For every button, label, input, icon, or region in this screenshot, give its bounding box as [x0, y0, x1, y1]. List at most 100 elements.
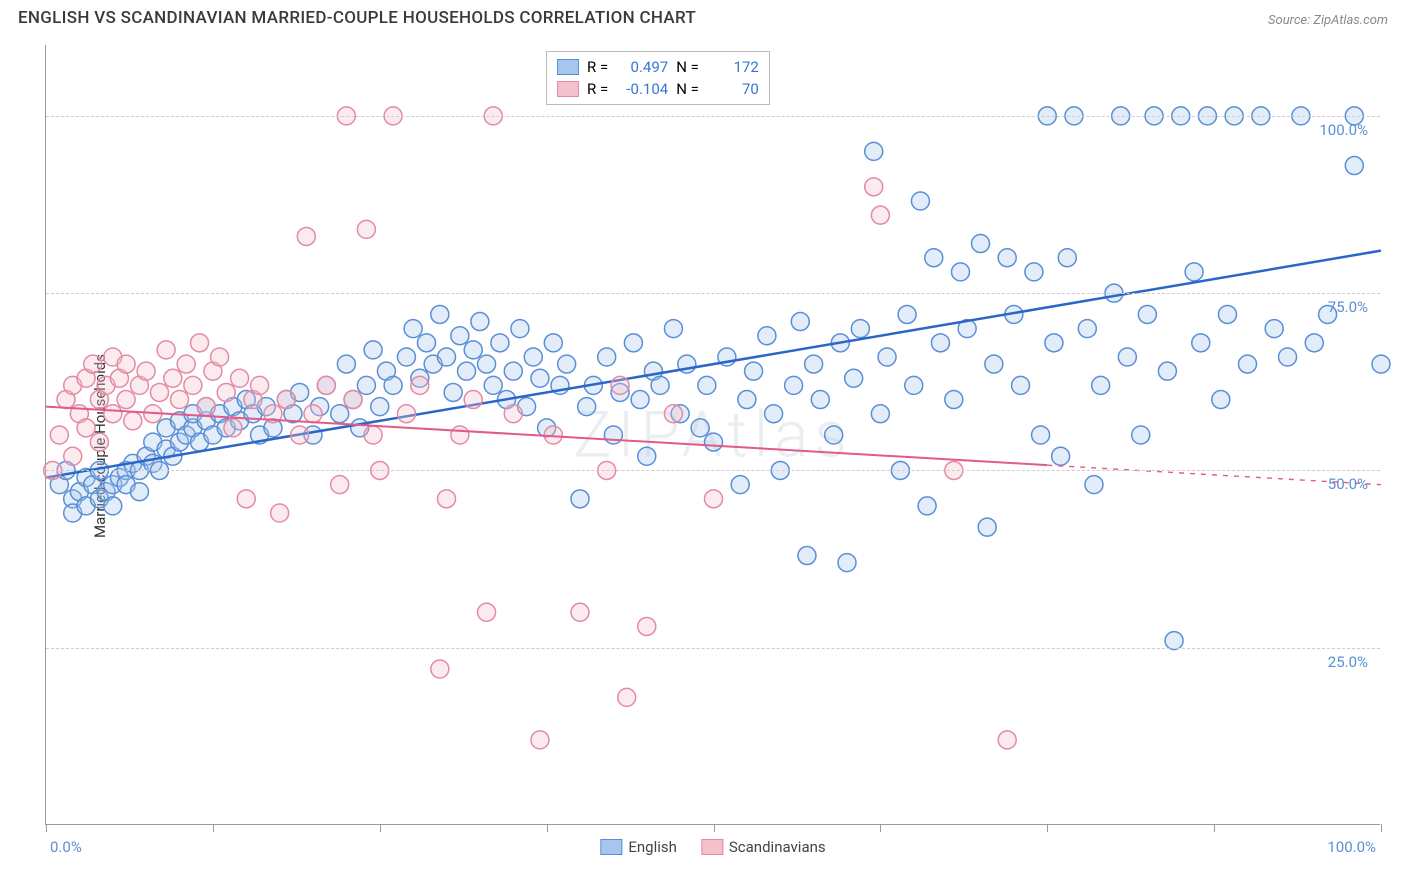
data-point: [224, 419, 242, 437]
data-point: [77, 419, 95, 437]
data-point: [397, 405, 415, 423]
swatch-english: [557, 59, 579, 75]
legend-bottom-english: English: [600, 838, 677, 856]
data-point: [337, 355, 355, 373]
data-point: [1025, 263, 1043, 281]
data-point: [638, 447, 656, 465]
x-tick: [547, 824, 548, 832]
data-point: [130, 483, 148, 501]
gridline-h: [46, 116, 1380, 117]
plot-svg: [46, 45, 1380, 824]
data-point: [504, 405, 522, 423]
data-point: [1185, 263, 1203, 281]
data-point: [1305, 334, 1323, 352]
data-point: [117, 355, 135, 373]
r-value-english: 0.497: [616, 58, 668, 76]
y-tick-label: 75.0%: [1328, 298, 1368, 316]
y-tick-label: 100.0%: [1319, 121, 1368, 139]
data-point: [124, 412, 142, 430]
x-tick: [714, 824, 715, 832]
data-point: [531, 369, 549, 387]
data-point: [184, 376, 202, 394]
data-point: [972, 235, 990, 253]
x-tick: [1214, 824, 1215, 832]
data-point: [484, 376, 502, 394]
data-point: [504, 362, 522, 380]
data-point: [918, 497, 936, 515]
data-point: [738, 391, 756, 409]
data-point: [317, 376, 335, 394]
data-point: [664, 320, 682, 338]
data-point: [951, 263, 969, 281]
data-point: [217, 383, 235, 401]
data-point: [604, 426, 622, 444]
n-value-scandinavians: 70: [707, 80, 759, 98]
data-point: [431, 660, 449, 678]
data-point: [611, 376, 629, 394]
data-point: [458, 362, 476, 380]
data-point: [1218, 305, 1236, 323]
r-value-scandinavians: -0.104: [616, 80, 668, 98]
legend-top-row-scandinavians: R = -0.104 N = 70: [557, 78, 759, 100]
data-point: [137, 362, 155, 380]
legend-bottom: English Scandinavians: [600, 838, 825, 856]
data-point: [878, 348, 896, 366]
r-label: R =: [587, 58, 608, 76]
data-point: [558, 355, 576, 373]
data-point: [511, 320, 529, 338]
data-point: [1279, 348, 1297, 366]
data-point: [624, 334, 642, 352]
data-point: [471, 313, 489, 331]
data-point: [871, 206, 889, 224]
header: ENGLISH VS SCANDINAVIAN MARRIED-COUPLE H…: [0, 0, 1406, 32]
data-point: [805, 355, 823, 373]
data-point: [271, 504, 289, 522]
x-axis-min-label: 0.0%: [50, 838, 82, 856]
data-point: [1058, 249, 1076, 267]
n-label: N =: [676, 58, 699, 76]
data-point: [705, 490, 723, 508]
data-point: [1078, 320, 1096, 338]
data-point: [304, 405, 322, 423]
data-point: [905, 376, 923, 394]
data-point: [177, 355, 195, 373]
data-point: [651, 376, 669, 394]
legend-label-scandinavians: Scandinavians: [729, 838, 826, 856]
data-point: [231, 369, 249, 387]
data-point: [331, 476, 349, 494]
data-point: [838, 554, 856, 572]
data-point: [297, 227, 315, 245]
data-point: [364, 426, 382, 444]
data-point: [411, 376, 429, 394]
x-tick: [213, 824, 214, 832]
x-tick: [380, 824, 381, 832]
data-point: [1092, 376, 1110, 394]
data-point: [451, 327, 469, 345]
data-point: [571, 603, 589, 621]
data-point: [978, 518, 996, 536]
data-point: [811, 391, 829, 409]
data-point: [931, 334, 949, 352]
data-point: [1052, 447, 1070, 465]
data-point: [1345, 157, 1363, 175]
data-point: [544, 334, 562, 352]
gridline-h: [46, 470, 1380, 471]
data-point: [211, 348, 229, 366]
x-axis-max-label: 100.0%: [1327, 838, 1376, 856]
r-label: R =: [587, 80, 608, 98]
data-point: [104, 405, 122, 423]
chart-area: ZIPAtlas R = 0.497 N = 172 R = -0.104 N …: [45, 45, 1380, 825]
data-point: [985, 355, 1003, 373]
y-tick-label: 50.0%: [1328, 475, 1368, 493]
data-point: [197, 398, 215, 416]
legend-top-row-english: R = 0.497 N = 172: [557, 56, 759, 78]
data-point: [444, 383, 462, 401]
data-point: [417, 334, 435, 352]
data-point: [618, 688, 636, 706]
data-point: [998, 731, 1016, 749]
data-point: [791, 313, 809, 331]
data-point: [1372, 355, 1390, 373]
data-point: [705, 433, 723, 451]
data-point: [191, 334, 209, 352]
data-point: [898, 305, 916, 323]
